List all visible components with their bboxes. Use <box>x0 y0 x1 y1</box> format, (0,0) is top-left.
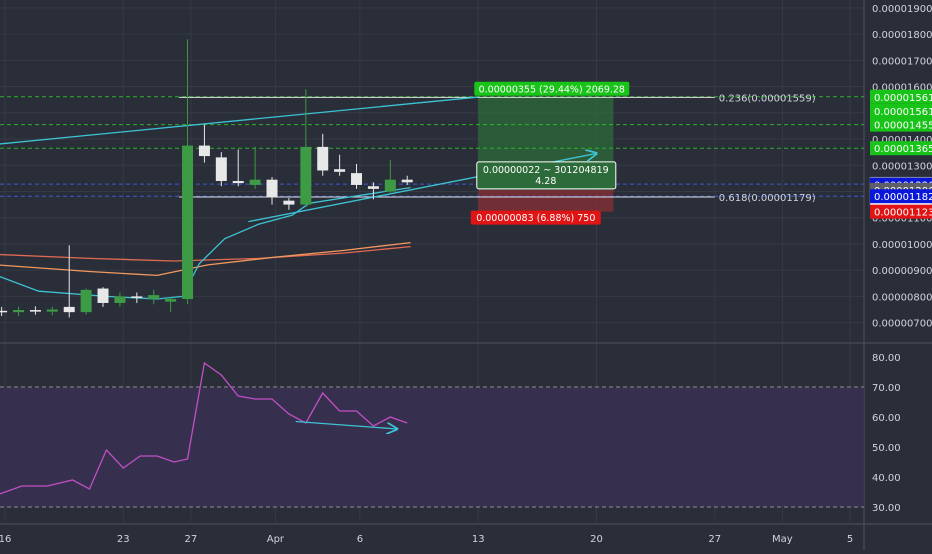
fib-level-label: 0.618(0.00001179) <box>719 193 816 204</box>
position-target-label-bg <box>474 81 630 96</box>
rsi-axis-tick: 40.00 <box>872 473 901 484</box>
time-axis-tick: Apr <box>267 534 285 545</box>
rsi-axis-tick: 60.00 <box>872 413 901 424</box>
price-badge: 0.00001123 <box>874 208 932 219</box>
position-loss-zone <box>478 189 614 212</box>
price-badge-bg <box>870 89 932 104</box>
price-axis-tick: 0.00000900 <box>872 266 932 277</box>
price-axis-tick: 0.00001600 <box>872 83 932 94</box>
candle-body <box>114 296 126 303</box>
position-stop-label: 0.00000083 (6.88%) 750 <box>476 213 595 224</box>
candle-body <box>198 145 210 157</box>
fib-level-label: 0.236(0.00001559) <box>719 93 816 104</box>
price-badge-bg <box>870 189 932 204</box>
time-axis-tick: 13 <box>472 534 485 545</box>
rsi-axis-tick: 30.00 <box>872 503 901 514</box>
price-axis-tick: 0.00001700 <box>872 56 932 67</box>
rsi-divergence-line <box>295 420 397 430</box>
moving-average-line <box>0 245 411 262</box>
candle-body <box>0 310 8 313</box>
candle-body <box>232 180 244 184</box>
candle-body <box>63 306 75 313</box>
rsi-line <box>0 361 408 495</box>
candle-body <box>29 310 41 312</box>
price-axis-tick: 0.00001100 <box>872 214 932 225</box>
position-stop-label-bg <box>470 210 601 225</box>
time-axis-tick: May <box>772 534 793 545</box>
candle-body <box>300 146 312 205</box>
moving-average-line <box>0 241 411 277</box>
trend-line <box>0 96 479 145</box>
price-badge: 0.00001455 <box>874 121 932 132</box>
candle-body <box>283 200 295 205</box>
candle-body <box>351 173 363 185</box>
time-axis-tick: 27 <box>708 534 721 545</box>
candle-body <box>80 289 92 313</box>
candle-body <box>182 145 194 300</box>
price-badge: 0.00001561 <box>874 93 932 104</box>
time-axis-tick: 27 <box>185 534 198 545</box>
candle-body <box>97 288 109 303</box>
price-badge: 0.00001365 <box>874 144 932 155</box>
candle-body <box>367 186 379 189</box>
price-badge: 0.00001182 <box>874 192 932 203</box>
candle-body <box>249 179 261 185</box>
candle-body <box>215 157 227 181</box>
candle-body <box>148 295 160 300</box>
candle-body <box>317 146 329 171</box>
price-axis-tick: 0.00001900 <box>872 4 932 15</box>
time-axis-tick: 16 <box>0 534 11 545</box>
candle-body <box>384 179 396 192</box>
time-axis-tick: 23 <box>117 534 130 545</box>
price-badge-bg <box>870 117 932 132</box>
rsi-band <box>0 387 864 507</box>
time-axis-tick: 6 <box>357 534 363 545</box>
price-badge-bg <box>870 103 932 118</box>
position-entry-box <box>476 161 617 190</box>
time-axis-tick: 20 <box>590 534 603 545</box>
position-entry-label-2: 4.28 <box>535 176 556 187</box>
candle-body <box>401 179 413 183</box>
rsi-axis-tick: 80.00 <box>872 353 901 364</box>
price-axis-tick: 0.00001000 <box>872 240 932 251</box>
price-axis-tick: 0.00001300 <box>872 161 932 172</box>
candle-body <box>266 179 278 197</box>
position-entry-label: 0.00000022 ~ 301204819 <box>483 165 609 176</box>
price-badge: 0.00001561 <box>874 107 932 118</box>
price-badge-bg <box>870 204 932 219</box>
candle-body <box>131 296 143 298</box>
time-axis-tick: 5 <box>847 534 853 545</box>
price-axis-tick: 0.00000800 <box>872 292 932 303</box>
rsi-axis-tick: 70.00 <box>872 383 901 394</box>
price-axis-tick: 0.00000700 <box>872 319 932 330</box>
candle-body <box>165 299 177 302</box>
candle-body <box>46 309 58 312</box>
price-axis-tick: 0.00001800 <box>872 30 932 41</box>
candle-body <box>334 169 346 172</box>
rsi-axis-tick: 50.00 <box>872 443 901 454</box>
position-target-label: 0.00000355 (29.44%) 2069.28 <box>479 84 625 95</box>
candle-body <box>13 310 25 313</box>
price-badge-bg <box>870 141 932 156</box>
price-axis-tick: 0.00001400 <box>872 135 932 146</box>
